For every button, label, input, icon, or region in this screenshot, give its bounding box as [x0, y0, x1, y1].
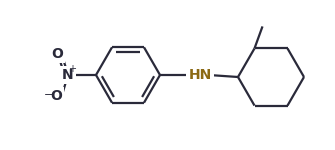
Text: N: N — [62, 68, 74, 82]
Text: +: + — [68, 64, 76, 74]
Text: O: O — [50, 89, 62, 103]
Text: O: O — [51, 47, 63, 61]
Text: HN: HN — [188, 68, 212, 82]
Text: −: − — [44, 90, 54, 100]
